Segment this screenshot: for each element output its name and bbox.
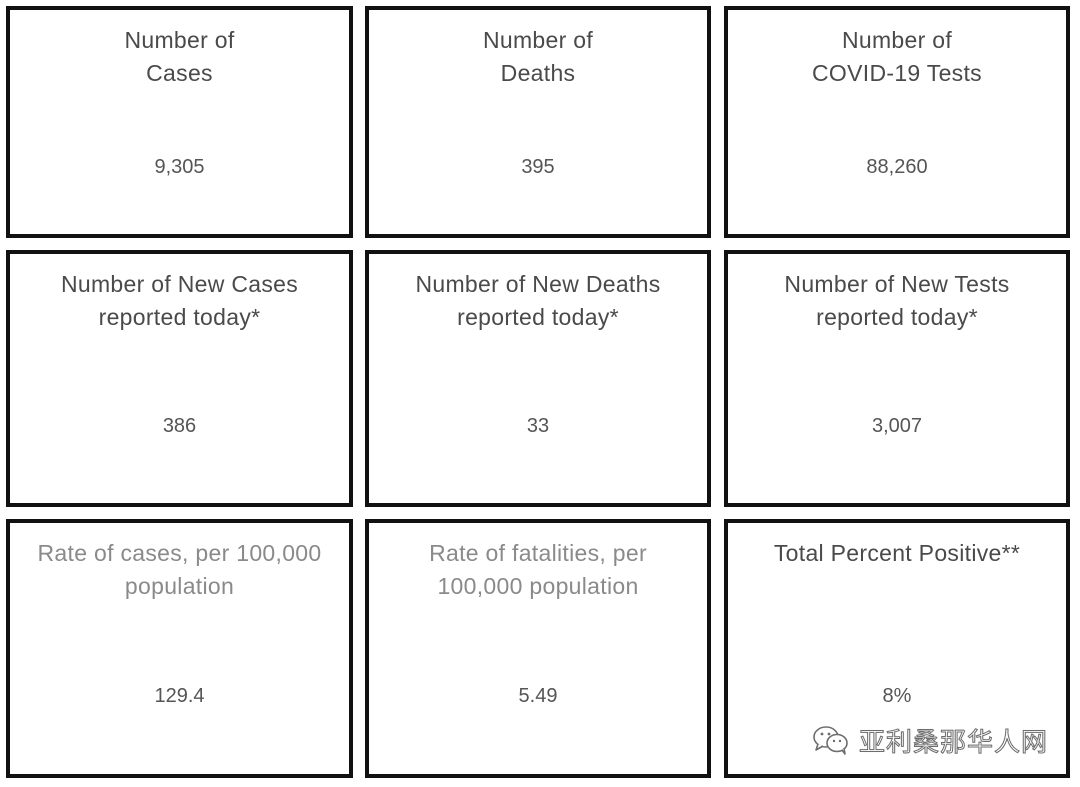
tile-value: 395 xyxy=(521,156,555,178)
tile-value: 5.49 xyxy=(518,685,558,707)
tile-title: Number of COVID-19 Tests xyxy=(812,27,982,86)
tile-fatality-rate: Rate of fatalities, per 100,000 populati… xyxy=(365,519,711,778)
tile-value: 9,305 xyxy=(154,156,205,178)
tile-value: 386 xyxy=(162,415,197,437)
tile-value: 129.4 xyxy=(154,685,205,707)
tile-value: 3,007 xyxy=(871,415,923,437)
tile-number-of-cases: Number of Cases 9,305 xyxy=(6,6,353,238)
tile-title: Rate of cases, per 100,000 population xyxy=(37,540,322,599)
tile-number-of-tests: Number of COVID-19 Tests 88,260 xyxy=(724,6,1070,238)
watermark-text: 亚利桑那华人网 xyxy=(858,727,1048,758)
watermark: 亚利桑那华人网 xyxy=(811,722,1048,758)
tile-case-rate: Rate of cases, per 100,000 population 12… xyxy=(6,519,353,778)
tile-value: 33 xyxy=(526,415,550,437)
tile-value: 8% xyxy=(882,685,912,707)
tile-title: Total Percent Positive** xyxy=(773,540,1021,566)
tile-title: Number of New Cases reported today* xyxy=(60,271,299,330)
tile-title: Rate of fatalities, per 100,000 populati… xyxy=(429,540,647,599)
wechat-icon xyxy=(811,724,851,756)
tile-title: Number of New Deaths reported today* xyxy=(415,271,661,330)
tile-new-cases-today: Number of New Cases reported today* 386 xyxy=(6,250,353,507)
tile-new-tests-today: Number of New Tests reported today* 3,00… xyxy=(724,250,1070,507)
tile-number-of-deaths: Number of Deaths 395 xyxy=(365,6,711,238)
tile-new-deaths-today: Number of New Deaths reported today* 33 xyxy=(365,250,711,507)
tile-title: Number of Deaths xyxy=(482,27,594,86)
tile-title: Number of Cases xyxy=(124,27,235,86)
tile-percent-positive: Total Percent Positive** 8% xyxy=(724,519,1070,778)
tile-title: Number of New Tests reported today* xyxy=(784,271,1010,330)
tile-value: 88,260 xyxy=(866,156,928,178)
